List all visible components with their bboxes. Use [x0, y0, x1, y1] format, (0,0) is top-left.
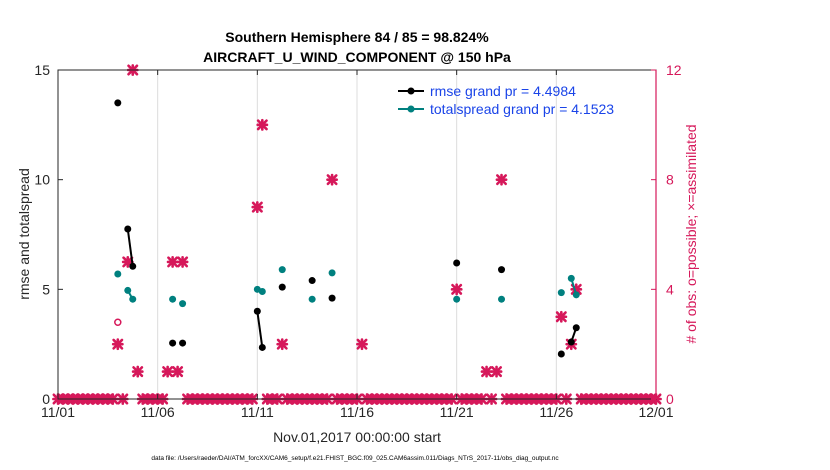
series-layer: [114, 99, 580, 358]
totalspread-point: [124, 286, 132, 294]
legend-spread-marker: [407, 105, 415, 113]
y-right-tick-label: 12: [666, 62, 682, 78]
obs-assimilated-marker: [490, 365, 503, 378]
legend-rmse-marker: [407, 87, 415, 95]
obs-assimilated-marker: [256, 118, 269, 131]
x-tick-label: 11/11: [241, 404, 274, 420]
obs-assimilated-marker: [166, 255, 179, 268]
rmse-point: [498, 266, 506, 274]
rmse-point: [114, 99, 122, 107]
totalspread-point: [557, 289, 565, 297]
totalspread-point: [328, 269, 336, 277]
obs-assimilated-marker: [276, 338, 289, 351]
totalspread-point: [453, 295, 461, 303]
rmse-point: [328, 294, 336, 302]
x-tick-label: 11/16: [340, 404, 374, 420]
y-right-tick-label: 0: [666, 391, 674, 407]
totalspread-point: [498, 295, 506, 303]
totalspread-point: [572, 291, 580, 299]
y-left-tick-label: 10: [34, 172, 50, 188]
obs-assimilated-marker: [131, 365, 144, 378]
rmse-point: [129, 262, 137, 270]
legend-spread-label: totalspread grand pr = 4.1523: [430, 101, 614, 117]
rmse-point: [567, 338, 575, 346]
totalspread-point: [169, 295, 177, 303]
obs-assimilated-marker: [111, 338, 124, 351]
y-left-tick-label: 15: [34, 62, 50, 78]
y-left-tick-label: 0: [42, 391, 50, 407]
rmse-point: [169, 339, 177, 347]
totalspread-point: [179, 300, 187, 308]
rmse-line: [256, 311, 264, 348]
rmse-point: [453, 259, 461, 267]
y-right-tick-label: 4: [666, 281, 674, 297]
obs-assimilated-marker: [480, 365, 493, 378]
y-right-tick-label: 8: [666, 172, 674, 188]
rmse-point: [258, 343, 266, 351]
rmse-point: [179, 339, 187, 347]
totalspread-point: [308, 295, 316, 303]
x-tick-label: 11/21: [440, 404, 474, 420]
legend-rmse-label: rmse grand pr = 4.4984: [430, 83, 576, 99]
x-tick-label: 11/01: [41, 404, 75, 420]
y-axis-right-label: # of obs: o=possible; ×=assimilated: [683, 124, 699, 343]
x-tick-label: 11/26: [539, 404, 573, 420]
obs-assimilated-marker: [495, 173, 508, 186]
rmse-point: [572, 324, 580, 332]
totalspread-point: [114, 270, 122, 278]
obs-assimilated-marker: [555, 310, 568, 323]
rmse-point: [308, 277, 316, 285]
y-axis-left-label: rmse and totalspread: [16, 168, 32, 300]
obs-assimilated-marker: [356, 338, 368, 351]
obs-possible-marker: [114, 318, 122, 326]
obs-assimilated-marker: [176, 255, 189, 268]
rmse-point: [557, 350, 565, 358]
rmse-line: [126, 228, 134, 267]
totalspread-point: [567, 274, 575, 282]
x-tick-label: 11/06: [141, 404, 175, 420]
obs-assimilated-marker: [171, 365, 184, 378]
totalspread-point: [129, 295, 137, 303]
obs-assimilated-marker: [161, 365, 174, 378]
legend: rmse grand pr = 4.4984 totalspread grand…: [398, 83, 614, 117]
rmse-point: [124, 225, 132, 233]
rmse-point: [278, 283, 286, 291]
data-file-footer: data file: /Users/raeder/DAI/ATM_forcXX/…: [151, 455, 559, 462]
y-left-tick-label: 5: [42, 281, 50, 297]
obs-assimilated-marker: [450, 283, 463, 296]
rmse-point: [253, 307, 261, 315]
totalspread-point: [258, 288, 266, 296]
axes: 11/01 11/06 11/11 11/16 11/21 11/26 12/0105101…: [34, 62, 681, 420]
obs-assimilated-marker: [121, 255, 134, 268]
obs-assimilated-marker: [326, 173, 339, 186]
x-tick-label: 12/01: [638, 404, 673, 420]
totalspread-point: [278, 266, 286, 274]
chart-title-line1: Southern Hemisphere 84 / 85 = 98.824%: [225, 29, 489, 45]
obs-assimilated-marker: [251, 201, 264, 214]
x-axis-label: Nov.01,2017 00:00:00 start: [273, 429, 441, 445]
chart-title-line2: AIRCRAFT_U_WIND_COMPONENT @ 150 hPa: [203, 49, 511, 65]
obs-layer: [52, 64, 662, 405]
